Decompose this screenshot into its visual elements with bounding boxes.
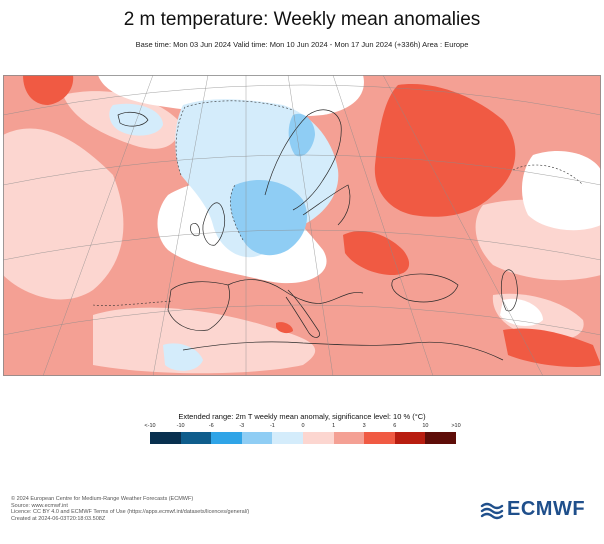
anomaly-cool-iberia-south — [163, 343, 203, 371]
colorbar-segment — [333, 432, 365, 444]
anomaly-cool-iceland — [109, 103, 163, 136]
legend-tick-label: 1 — [332, 423, 336, 429]
colorbar-segment — [211, 432, 242, 444]
colorbar-segment — [241, 432, 273, 444]
colorbar-segment — [302, 432, 334, 444]
anomaly-neutral-east — [521, 150, 601, 231]
ecmwf-logo-icon — [480, 502, 504, 520]
anomaly-light-warm-africa — [93, 307, 316, 374]
footer-line: Source: www.ecmwf.int — [11, 502, 68, 509]
colorbar-segment — [425, 432, 456, 444]
legend-tick-label: -1 — [269, 423, 275, 429]
legend-tick-label: -10 — [176, 423, 185, 429]
coastline-mediterranean-north — [227, 279, 364, 304]
anomaly-neutral-lake — [500, 298, 543, 327]
colorbar-segment — [364, 432, 395, 444]
anomaly-warm-mideast — [503, 328, 601, 367]
legend-tick-label: <-10 — [144, 423, 156, 429]
footer-line: Created at 2024-06-03T20:18:03.508Z — [11, 515, 106, 522]
graticule — [3, 75, 601, 376]
coastline-iberia — [167, 281, 230, 331]
coastline-caspian — [500, 269, 518, 312]
legend-colorbar — [150, 432, 456, 444]
anomaly-warm-spot-south — [276, 322, 293, 334]
coastline-ireland — [190, 222, 200, 237]
legend-tick-label: 0 — [301, 423, 305, 429]
significance-contours — [92, 100, 584, 306]
legend-tick-label: -3 — [239, 423, 245, 429]
anomaly-cold-central-europe — [230, 180, 308, 256]
anomaly-map — [3, 75, 601, 376]
anomaly-light-warm-west — [3, 128, 124, 300]
legend-tick-label: 10 — [422, 423, 429, 429]
coastline-black-sea — [391, 273, 459, 303]
footer-line: © 2024 European Centre for Medium-Range … — [11, 496, 194, 502]
colorbar-segment — [272, 432, 303, 444]
legend-ticks: <-10 -10 -6 -3 -1 0 1 3 6 10 >10 — [0, 423, 604, 432]
coastline-italy — [285, 289, 320, 338]
legend-tick-label: -6 — [208, 423, 214, 429]
coastline-iceland — [117, 111, 149, 127]
colorbar-segment — [180, 432, 212, 444]
coastline-scandinavia — [264, 109, 342, 211]
map-title: 2 m temperature: Weekly mean anomalies — [123, 9, 481, 30]
anomaly-warm-russia — [374, 84, 516, 217]
legend-title: Extended range: 2m T weekly mean anomaly… — [178, 412, 426, 421]
coastlines — [117, 109, 518, 361]
footer-line: Licence: CC BY 4.0 and ECMWF Terms of Us… — [11, 509, 250, 516]
map-subtitle: Base time: Mon 03 Jun 2024 Valid time: M… — [135, 40, 469, 49]
colorbar-segment — [394, 432, 426, 444]
anomaly-warm-arctic — [23, 75, 74, 105]
legend-tick-label: 3 — [362, 423, 366, 429]
coastline-british-isles — [202, 202, 226, 246]
colorbar-segment — [150, 432, 181, 444]
anomaly-warm-balkans — [343, 230, 410, 275]
ecmwf-logo-text: ECMWF — [507, 498, 586, 520]
ecmwf-logo — [480, 502, 504, 520]
coastline-north-africa — [182, 341, 504, 361]
anomaly-neutral-north — [98, 75, 364, 117]
footer-credits: © 2024 European Centre for Medium-Range … — [11, 496, 249, 522]
coastline-baltic — [302, 184, 351, 226]
legend-tick-label: >10 — [451, 423, 461, 429]
legend-tick-label: 6 — [393, 423, 397, 429]
